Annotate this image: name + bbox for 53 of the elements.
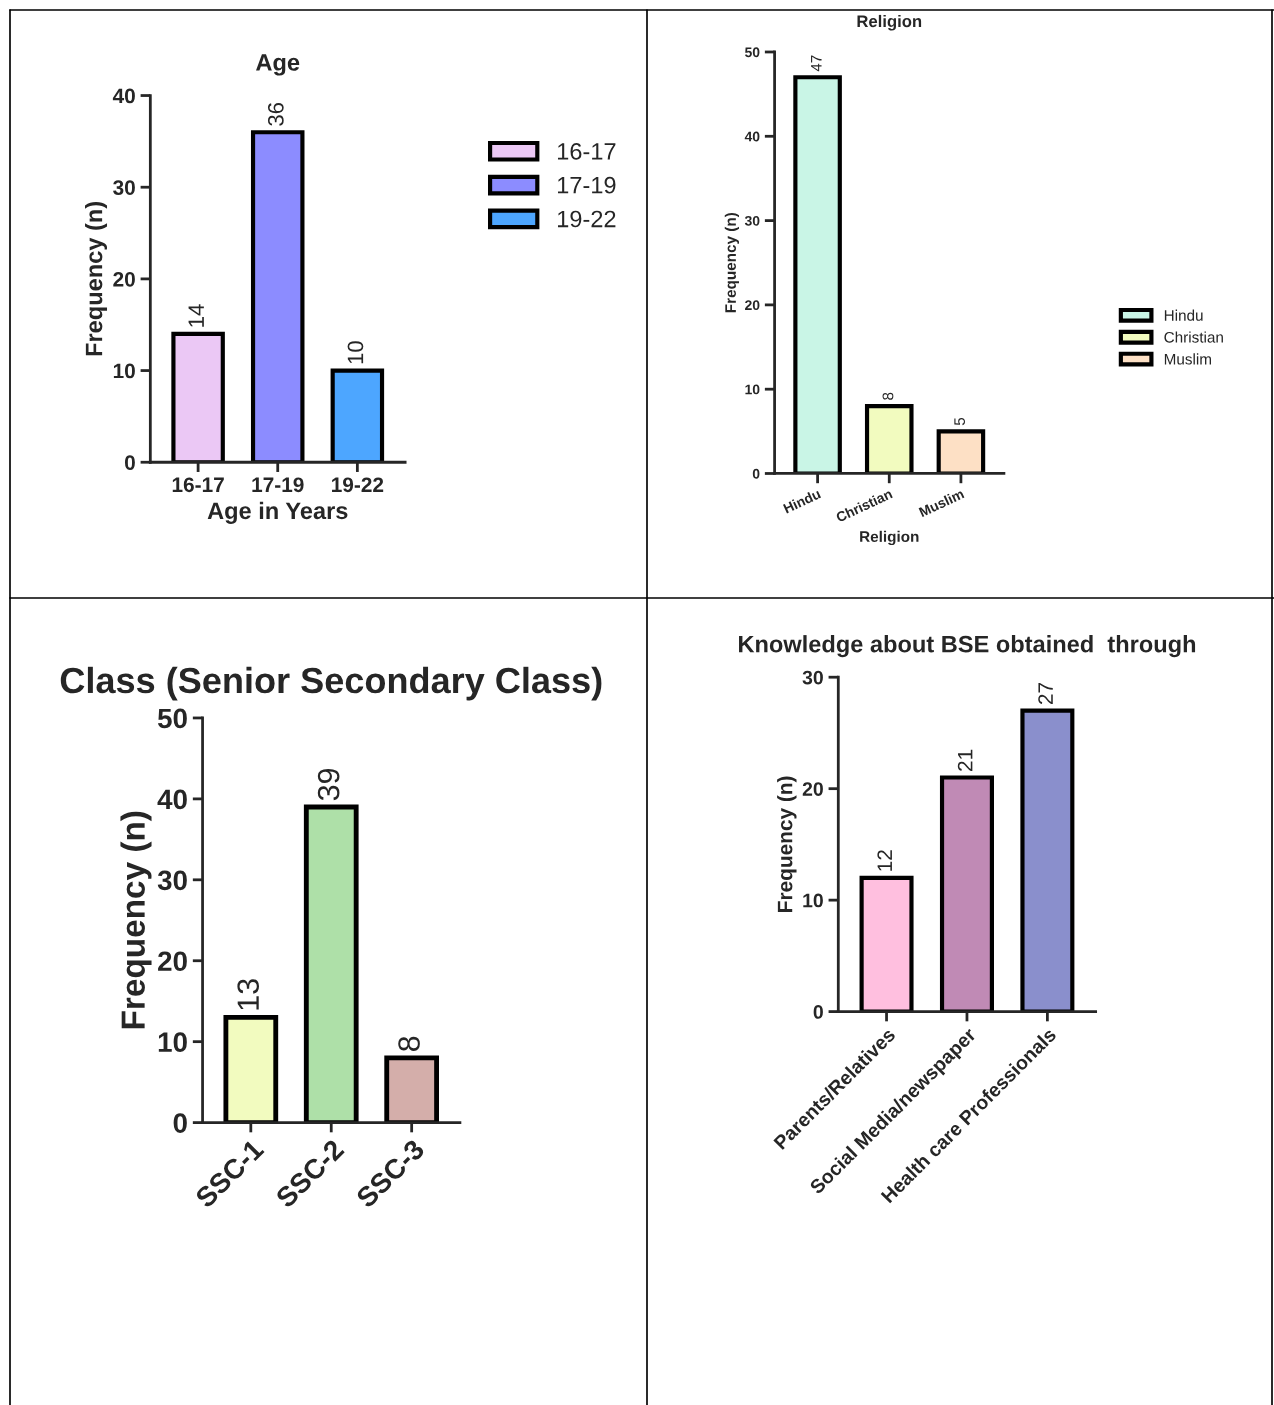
y-tick-label: 30 bbox=[113, 180, 135, 195]
y-tick-label: 20 bbox=[802, 782, 823, 796]
x-tick-label: 17-19 bbox=[252, 477, 304, 493]
y-axis-title: Frequency (n) bbox=[85, 202, 108, 356]
chart-title: Class (Senior Secondary Class) bbox=[60, 666, 602, 701]
legend-label: 16-17 bbox=[557, 143, 616, 160]
chart-title: Religion bbox=[857, 14, 922, 31]
legend-label: 19-22 bbox=[557, 210, 616, 228]
y-tick-label: 50 bbox=[744, 47, 760, 58]
legend-label: Christian bbox=[1164, 331, 1223, 343]
legend-label: Hindu bbox=[1164, 309, 1203, 321]
x-tick-label: 16-17 bbox=[172, 477, 224, 493]
y-tick-label: 0 bbox=[124, 455, 135, 470]
y-tick-label: 10 bbox=[745, 384, 760, 395]
y-tick-label: 10 bbox=[158, 1032, 187, 1053]
data-label: 21 bbox=[957, 749, 973, 771]
y-tick-label: 0 bbox=[173, 1113, 187, 1133]
y-tick-label: 50 bbox=[157, 708, 187, 729]
y-tick-label: 10 bbox=[803, 893, 823, 908]
legend-label: 17-19 bbox=[557, 176, 616, 194]
y-tick-label: 20 bbox=[113, 271, 135, 287]
legend-label: Muslim bbox=[1164, 353, 1211, 365]
y-tick-label: 30 bbox=[802, 670, 823, 685]
y-tick-label: 20 bbox=[745, 300, 760, 311]
y-tick-label: 30 bbox=[157, 870, 187, 891]
chart-title: Knowledge about BSE obtained through bbox=[739, 635, 1196, 658]
y-tick-label: 40 bbox=[157, 789, 187, 810]
data-label: 36 bbox=[267, 102, 284, 126]
x-axis-title: Age in Years bbox=[207, 501, 348, 524]
y-axis-title: Frequency (n) bbox=[120, 811, 152, 1029]
y-axis-title: Frequency (n) bbox=[777, 776, 797, 912]
data-label: 5 bbox=[954, 417, 966, 426]
chart-title: Age bbox=[256, 54, 300, 76]
data-label: 8 bbox=[882, 392, 894, 400]
data-label: 12 bbox=[877, 850, 892, 871]
data-label: 13 bbox=[237, 979, 260, 1010]
data-label: 14 bbox=[188, 304, 204, 327]
x-tick-label: 19-22 bbox=[332, 477, 384, 493]
data-label: 39 bbox=[317, 768, 340, 801]
data-label: 47 bbox=[811, 55, 822, 72]
y-tick-label: 0 bbox=[813, 1005, 823, 1019]
data-label: 27 bbox=[1038, 682, 1053, 705]
y-tick-label: 30 bbox=[744, 215, 760, 226]
x-axis-title: Religion bbox=[860, 530, 919, 546]
y-tick-label: 40 bbox=[744, 131, 760, 142]
data-label: 8 bbox=[398, 1036, 420, 1051]
y-tick-label: 10 bbox=[113, 363, 135, 379]
data-label: 10 bbox=[347, 341, 364, 364]
y-tick-label: 40 bbox=[112, 88, 135, 104]
y-tick-label: 20 bbox=[158, 951, 187, 972]
y-axis-title: Frequency (n) bbox=[724, 212, 740, 313]
x-tick-label: Hindu bbox=[782, 488, 822, 514]
y-tick-label: 0 bbox=[752, 468, 760, 479]
